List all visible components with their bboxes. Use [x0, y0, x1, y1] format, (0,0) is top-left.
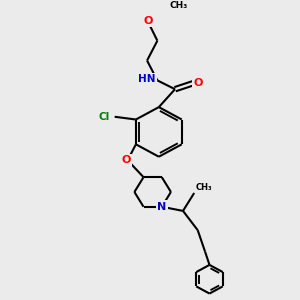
Text: O: O [122, 155, 131, 165]
Text: N: N [157, 202, 167, 212]
Text: CH₃: CH₃ [169, 1, 188, 10]
Text: O: O [193, 78, 202, 88]
Text: CH₃: CH₃ [196, 183, 212, 192]
Text: O: O [144, 16, 153, 26]
Text: Cl: Cl [98, 112, 110, 122]
Text: HN: HN [138, 74, 156, 84]
